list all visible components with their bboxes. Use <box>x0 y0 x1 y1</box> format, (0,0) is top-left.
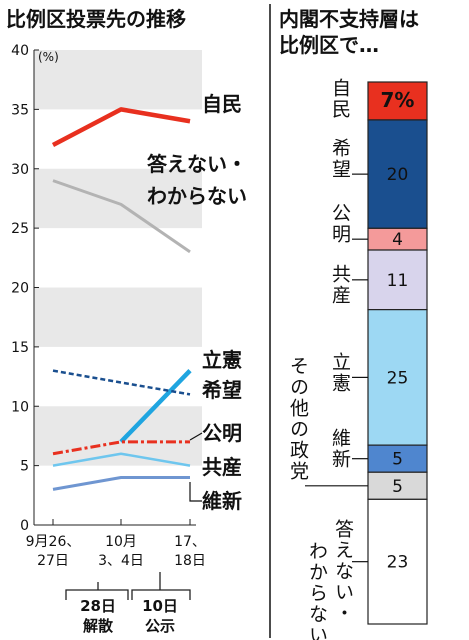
series-line-3 <box>52 369 191 396</box>
x-tick-label: 18日 <box>174 553 206 569</box>
stack-segment <box>367 119 428 229</box>
label-leader-line <box>189 432 203 441</box>
event-label: 公示 <box>145 617 175 635</box>
x-tick-label: 17、 <box>174 534 206 550</box>
series-label: 希望 <box>202 378 242 402</box>
series-line-5 <box>52 452 191 467</box>
stack-segment <box>367 498 428 625</box>
line-chart: 比例区投票先の推移 0 5 10 15 20 25 30 35 40 (%) 9月26、 27日 10月 3… <box>6 7 247 635</box>
series-line-4 <box>52 440 190 456</box>
y-tick-label: 20 <box>11 281 29 297</box>
segment-value-label: 5 <box>392 477 403 497</box>
x-tick-label: 10月 <box>105 534 137 550</box>
segment-side-label: 公明 <box>329 203 351 245</box>
segment-side-label: 立憲 <box>329 352 351 394</box>
stack-segment <box>367 81 428 121</box>
grid-band <box>34 50 202 110</box>
y-tick-label: 0 <box>20 518 29 534</box>
event-bracket <box>65 589 129 600</box>
y-tick-label: 35 <box>11 102 29 118</box>
x-tick-label: 9月26、 <box>26 534 81 550</box>
grid-band <box>34 168 202 229</box>
line-chart-title: 比例区投票先の推移 <box>6 7 186 31</box>
series-label: 自民 <box>202 92 242 116</box>
segment-side-label: 共産 <box>329 264 351 306</box>
segment-value-label: 23 <box>387 553 409 573</box>
segment-side-label: わからない <box>306 541 328 640</box>
series-label: 維新 <box>202 489 242 513</box>
series-label: 共産 <box>202 455 242 479</box>
segment-value-label: 4 <box>392 230 403 250</box>
stack-segment <box>367 471 428 500</box>
series-label: 立憲 <box>202 348 242 372</box>
segment-value-label: 7% <box>381 88 415 112</box>
label-leader-line <box>189 482 202 502</box>
y-tick-label: 10 <box>11 399 29 415</box>
series-line-1 <box>52 179 191 254</box>
x-tick-label: 27日 <box>37 553 69 569</box>
segment-value-label: 20 <box>387 165 409 185</box>
y-tick-label: 25 <box>11 221 29 237</box>
segment-value-label: 5 <box>392 450 403 470</box>
segment-side-label: 希望 <box>329 138 351 180</box>
series-line-0 <box>51 107 191 147</box>
segment-side-label: 維新 <box>329 428 351 470</box>
series-label: 公明 <box>202 421 242 445</box>
segment-value-label: 25 <box>387 368 409 388</box>
y-tick-label: 40 <box>11 43 29 59</box>
y-tick-label: 30 <box>11 162 29 178</box>
series-line-6 <box>52 476 190 491</box>
x-tick-label: 3、4日 <box>98 553 144 569</box>
y-tick-label: 5 <box>20 459 29 475</box>
event-label: 解散 <box>83 617 114 635</box>
grid-band <box>34 406 202 466</box>
series-line-2 <box>119 369 192 444</box>
stack-segment <box>367 309 428 446</box>
event-label: 10日 <box>142 597 178 615</box>
event-label: 28日 <box>80 597 116 615</box>
segment-side-label: その他の政党 <box>287 356 309 482</box>
stack-chart-title: 比例区で… <box>279 33 379 57</box>
series-label: 答えない・ <box>147 152 247 176</box>
y-tick-label: 15 <box>11 340 29 356</box>
stack-segment <box>367 249 428 311</box>
series-label: わからない <box>147 184 247 208</box>
event-bracket <box>131 589 191 600</box>
grid-band <box>34 287 202 347</box>
segment-side-label: 答えない・ <box>332 519 354 624</box>
stack-chart-title: 内閣不支持層は <box>279 7 419 31</box>
segment-value-label: 11 <box>387 271 409 291</box>
segment-side-label: 自民 <box>329 78 351 120</box>
y-axis-unit: (%) <box>38 50 59 64</box>
